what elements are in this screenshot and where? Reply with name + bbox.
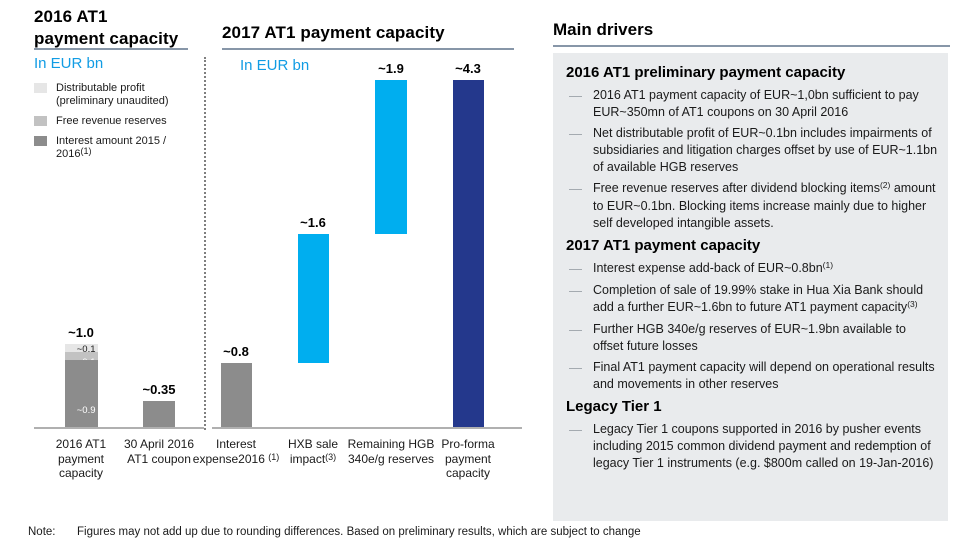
chart-2017-title-underline [222,48,514,50]
bullet-item: — Net distributable profit of EUR~0.1bn i… [566,125,939,176]
bullet-dash: — [569,88,582,103]
bullet-item: — Further HGB 340e/g reserves of EUR~1.9b… [566,321,939,355]
legend-item: Distributable profit (preliminary unaudi… [34,82,199,108]
footnote-superscript: (2) [879,180,891,190]
bullet-dash: — [569,360,582,375]
legend-swatch-distributable-profit [34,83,47,93]
legend-item: Interest amount 2015 / 2016(1) [34,135,199,161]
bullet-item: — Final AT1 payment capacity will depend … [566,359,939,393]
bullet-text: Legacy Tier 1 coupons supported in 2016 … [593,422,934,470]
main-drivers-panel: 2016 AT1 preliminary payment capacity — 20… [553,53,948,521]
main-drivers-title: Main drivers [553,20,654,39]
bullet-dash: — [569,283,582,298]
waterfall-bar [452,79,484,428]
bar-category-label: Remaining HGB 340e/g reserves [347,437,435,466]
footnote-superscript: (3) [325,451,337,462]
legend-label: Distributable profit (preliminary unaudi… [56,82,169,107]
section-heading: Legacy Tier 1 [566,398,662,415]
legend: Distributable profit (preliminary unaudi… [34,82,199,168]
chart-2016-title-underline [34,48,188,50]
bar-segment [143,401,175,428]
bar-total-label: ~0.35 [142,382,176,398]
bullet-text: Free revenue reserves after dividend blo… [593,180,936,230]
bar-category-label: 2016 AT1 payment capacity [55,437,107,480]
legend-item: Free revenue reserves [34,115,199,128]
bullet-dash: — [569,126,582,141]
main-drivers-underline [553,45,950,47]
bar-value-label: ~4.3 [455,60,481,76]
bar-segment [64,352,98,360]
chart-2016-title-line1: 2016 AT1 [34,7,108,26]
chart-2016-axis-line [34,427,204,429]
bullet-item: — Completion of sale of 19.99% stake in H… [566,282,939,317]
footnote-superscript: (1) [822,260,834,270]
bullet-text: Further HGB 340e/g reserves of EUR~1.9bn… [593,322,907,353]
chart-2016-unit-label: In EUR bn [34,55,104,72]
bar-segment-label: ~0.1 [76,344,96,356]
note-label: Note: [28,526,56,538]
bullet-text: Interest expense add-back of EUR~0.8bn(1… [593,260,834,275]
waterfall-bar [220,363,252,428]
bar-total-label: ~1.0 [68,325,94,341]
chart-2016-title-line2: payment capacity [34,29,179,48]
bullet-dash: — [569,261,582,276]
footnote-superscript: (1) [268,451,280,462]
chart-2017-title: 2017 AT1 payment capacity [222,23,445,42]
waterfall-bar [297,233,329,364]
bar-category-label: Interest expense2016 (1) [192,437,280,466]
section-heading: 2017 AT1 payment capacity [566,237,761,254]
bullet-item: — Interest expense add-back of EUR~0.8bn(… [566,260,939,278]
bar-category-label: HXB sale impact(3) [287,437,339,466]
bullet-dash: — [569,322,582,337]
bullet-item: — 2016 AT1 payment capacity of EUR~1,0bn … [566,87,939,121]
legend-label: Interest amount 2015 / 2016(1) [56,135,167,160]
bullet-text: 2016 AT1 payment capacity of EUR~1,0bn s… [593,88,919,119]
section-divider [204,57,206,430]
legend-swatch-interest-amount [34,136,47,146]
bar-value-label: ~1.9 [378,60,404,76]
section-heading: 2016 AT1 preliminary payment capacity [566,64,846,81]
bar-value-label: ~0.8 [223,344,249,360]
chart-2017-unit-label: In EUR bn [240,57,310,74]
bullet-text: Completion of sale of 19.99% stake in Hu… [593,283,924,314]
note-text: Figures may not add up due to rounding d… [77,526,641,538]
legend-swatch-free-revenue-reserves [34,116,47,126]
bar-category-label: Pro-forma payment capacity [441,437,495,480]
bar-segment-label: ~0.9 [76,405,96,416]
bar-segment [64,359,98,428]
chart-2016-title: 2016 AT1 payment capacity [34,6,178,50]
waterfall-bar [375,79,407,234]
footnote-superscript: (1) [80,146,92,156]
bullet-item: — Free revenue reserves after dividend bl… [566,180,939,232]
bar-value-label: ~1.6 [300,214,326,230]
bullet-dash: — [569,181,582,196]
bullet-text: Final AT1 payment capacity will depend o… [593,360,935,391]
bullet-text: Net distributable profit of EUR~0.1bn in… [593,126,938,174]
chart-2017-axis-line [212,427,522,429]
bullet-dash: — [569,422,582,437]
bar-segment [64,344,98,352]
legend-label: Free revenue reserves [56,115,167,127]
bar-category-label: 30 April 2016 AT1 coupon [123,437,195,466]
bullet-item: — Legacy Tier 1 coupons supported in 2016… [566,421,939,472]
footnote-superscript: (3) [907,299,918,309]
